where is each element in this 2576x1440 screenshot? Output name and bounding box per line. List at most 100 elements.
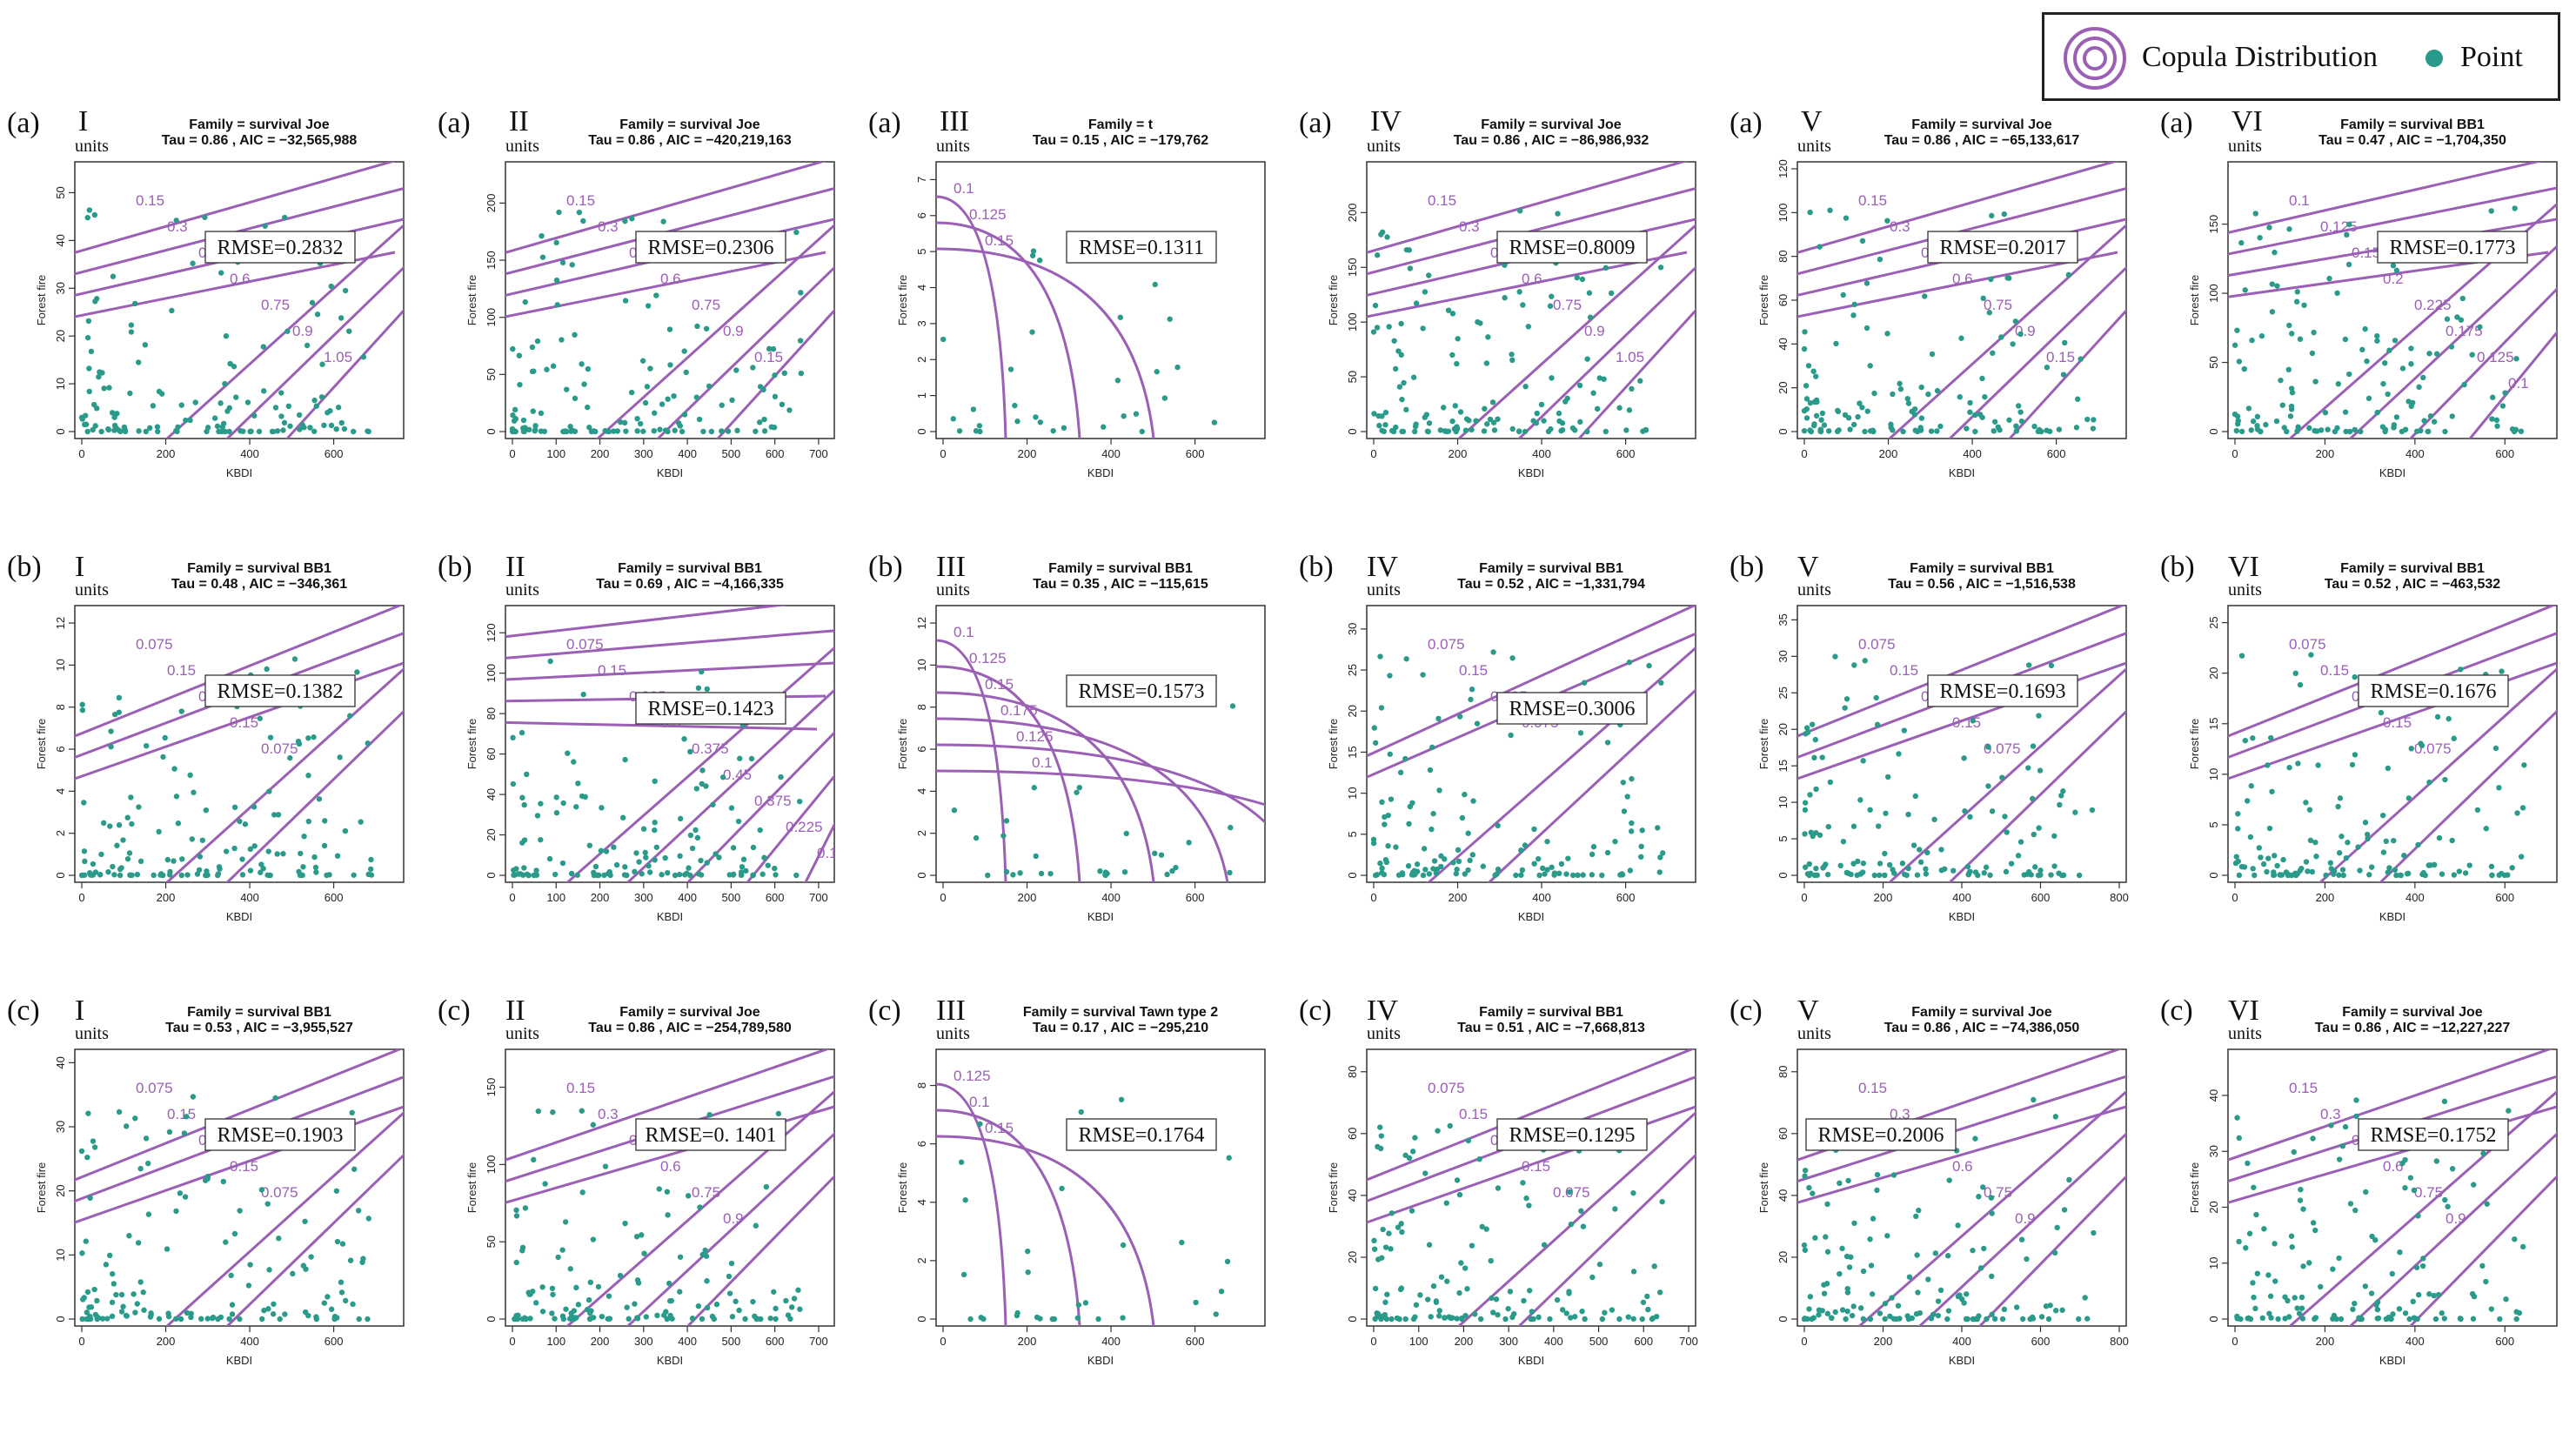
data-point [687, 748, 693, 755]
data-point [960, 1271, 967, 1278]
contour-line [595, 223, 834, 439]
contour-line [1517, 265, 1696, 439]
data-point [1152, 281, 1158, 288]
contour-line [936, 1082, 1007, 1326]
data-point [1436, 787, 1442, 794]
data-point [1621, 808, 1628, 814]
data-point [634, 1316, 641, 1322]
data-point [2399, 1160, 2405, 1167]
data-point [2008, 861, 2015, 867]
y-tick-label: 0 [54, 1316, 67, 1322]
data-point [1857, 871, 1864, 877]
data-point [2060, 372, 2067, 378]
x-tick-label: 0 [1801, 1335, 1807, 1348]
data-point [1578, 1208, 1584, 1214]
data-point [549, 1310, 555, 1316]
data-point [1061, 425, 1067, 431]
data-point [1972, 1135, 1978, 1142]
data-point [2343, 428, 2349, 435]
data-point [2466, 862, 2472, 868]
data-point [1569, 872, 1576, 879]
data-point [110, 1281, 117, 1287]
data-point [365, 1216, 372, 1222]
data-point [2091, 1229, 2097, 1236]
data-point [704, 860, 710, 866]
data-point [162, 734, 168, 741]
data-point [1017, 870, 1023, 876]
data-point [2374, 332, 2380, 339]
data-point [1934, 387, 1941, 394]
data-point [652, 827, 658, 834]
data-point [2401, 853, 2407, 859]
data-point [2398, 872, 2404, 879]
data-point [2254, 413, 2261, 420]
data-point [1502, 295, 1508, 301]
stats-title: Tau = 0.51 , AIC = −7,668,813 [1457, 1021, 1645, 1035]
data-point [1935, 1298, 1942, 1304]
data-point [2238, 239, 2245, 246]
data-point [553, 809, 560, 816]
data-point [116, 822, 123, 828]
data-point [135, 1240, 142, 1246]
data-point [1988, 276, 1994, 283]
data-point [1435, 715, 1442, 722]
data-point [1430, 866, 1436, 872]
data-point [1803, 725, 1810, 731]
data-point [659, 872, 665, 878]
data-point [1572, 1314, 1578, 1320]
data-point [1377, 1124, 1383, 1130]
data-point [319, 361, 325, 367]
data-point [1844, 1289, 1851, 1296]
data-point [1816, 1311, 1822, 1318]
data-point [360, 354, 367, 360]
data-point [2336, 1255, 2342, 1262]
rmse-label: RMSE=0.3006 [1509, 698, 1636, 720]
data-point [1568, 1315, 1574, 1321]
data-point [85, 1110, 91, 1116]
data-point [2236, 358, 2243, 365]
row-label: (b) [1299, 551, 1334, 583]
family-title: Family = survival Joe [189, 117, 330, 132]
data-point [1502, 262, 1508, 268]
data-point [2236, 1135, 2242, 1142]
plot-frame [2227, 605, 2558, 883]
data-point [1929, 351, 1936, 358]
data-point [788, 1304, 795, 1310]
data-point [742, 1316, 748, 1323]
contour-label: 0.125 [969, 206, 1007, 223]
data-point [2483, 1278, 2489, 1285]
data-point [1870, 427, 1876, 433]
data-point [1651, 1263, 1657, 1269]
data-point [2434, 713, 2441, 720]
y-axis-label: Forest fire [1757, 1162, 1770, 1214]
data-point [1513, 872, 1519, 879]
data-point [1660, 850, 1666, 856]
data-point [1375, 412, 1382, 419]
data-point [1411, 428, 1418, 435]
data-point [1918, 415, 1925, 421]
data-point [1900, 428, 1906, 435]
data-point [1874, 1171, 1881, 1178]
data-point [1010, 872, 1016, 878]
data-point [1074, 789, 1080, 795]
data-point [2334, 290, 2340, 297]
rmse-box [635, 692, 786, 725]
contour-line [505, 1049, 831, 1162]
x-tick-label: 0 [1801, 891, 1807, 904]
data-point [1384, 234, 1390, 240]
data-point [684, 870, 690, 876]
contour-label: 0.1 [953, 624, 974, 640]
data-point [2288, 403, 2295, 410]
y-tick-label: 0 [1776, 428, 1790, 434]
y-axis-label: Forest fire [2188, 275, 2201, 326]
data-point [196, 867, 203, 873]
data-point [2278, 377, 2284, 384]
data-point [2013, 423, 2019, 429]
data-point [1450, 860, 1456, 866]
plot-frame [1366, 161, 1696, 439]
contour-label: 0.9 [1584, 323, 1605, 339]
data-point [107, 823, 113, 829]
data-point [2030, 743, 2037, 749]
data-point [1378, 1316, 1384, 1323]
